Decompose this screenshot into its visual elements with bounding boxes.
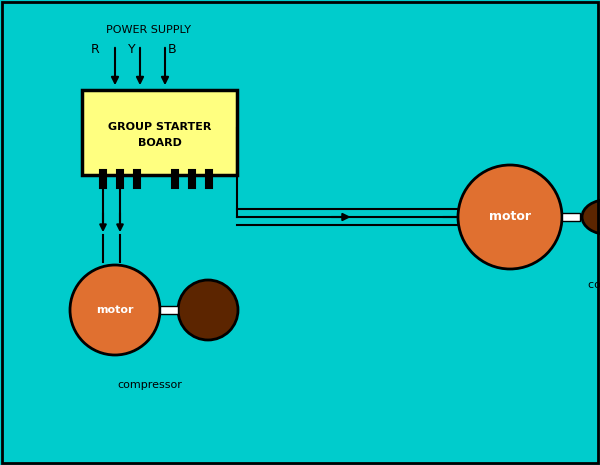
Bar <box>189 170 195 188</box>
Bar <box>206 170 212 188</box>
Circle shape <box>458 165 562 269</box>
Ellipse shape <box>582 199 600 234</box>
Text: GROUP STARTER: GROUP STARTER <box>108 122 211 133</box>
Text: B: B <box>167 44 176 57</box>
Text: motor: motor <box>96 305 134 315</box>
Bar <box>82 90 237 175</box>
Text: condenser fan: condenser fan <box>588 280 600 290</box>
Circle shape <box>178 280 238 340</box>
Bar <box>172 170 178 188</box>
Bar <box>117 170 123 188</box>
Text: motor: motor <box>489 211 531 224</box>
Circle shape <box>70 265 160 355</box>
Text: POWER SUPPLY: POWER SUPPLY <box>106 25 191 35</box>
Bar <box>160 306 178 314</box>
Bar <box>134 170 140 188</box>
Text: R: R <box>91 44 100 57</box>
Text: BOARD: BOARD <box>137 138 181 147</box>
Text: Y: Y <box>128 44 136 57</box>
Bar <box>562 213 580 221</box>
Text: compressor: compressor <box>118 380 182 390</box>
Bar <box>100 170 106 188</box>
